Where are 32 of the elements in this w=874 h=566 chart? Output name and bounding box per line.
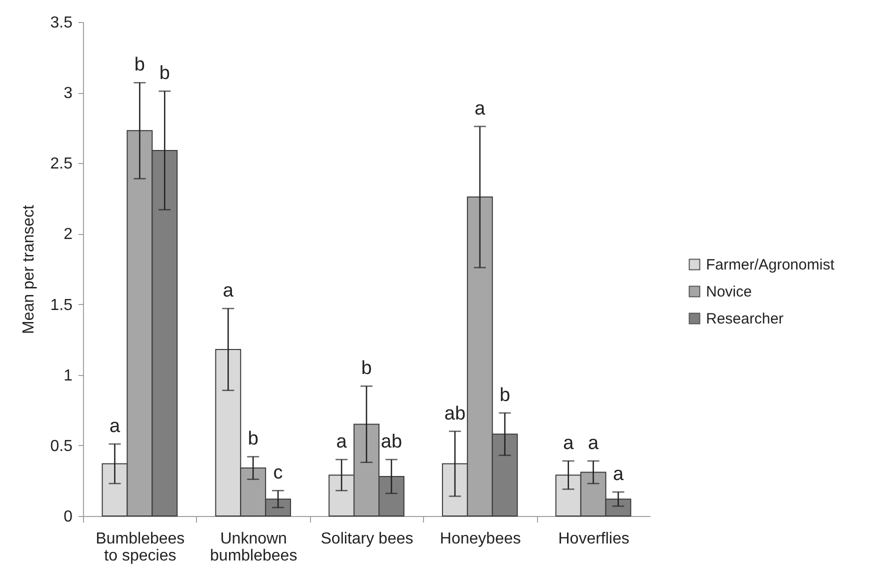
- x-tick-label: Honeybees: [440, 530, 521, 548]
- annotation: a: [474, 98, 486, 120]
- x-tick-label: Unknown bumblebees: [210, 530, 298, 564]
- legend-label: Researcher: [706, 310, 784, 328]
- annotation: b: [134, 54, 145, 76]
- legend-label: Farmer/Agronomist: [706, 256, 836, 274]
- annotation: a: [588, 432, 600, 454]
- x-tick-label: Hoverflies: [558, 530, 630, 548]
- annotation: a: [563, 432, 574, 454]
- y-tick-label: 3: [64, 85, 73, 102]
- annotation: ab: [444, 403, 466, 424]
- annotation: b: [500, 384, 510, 406]
- annotation: ab: [380, 432, 402, 453]
- annotation: b: [159, 63, 170, 84]
- annotation: b: [361, 358, 372, 380]
- annotation: b: [248, 428, 258, 450]
- y-tick-label: 1.5: [50, 296, 73, 314]
- annotation: a: [612, 464, 624, 486]
- y-tick-label: 1: [64, 367, 73, 384]
- annotation: a: [109, 416, 120, 438]
- x-tick-label: Solitary bees: [320, 530, 414, 548]
- legend-label: Novice: [706, 284, 752, 300]
- annotation: a: [222, 280, 234, 302]
- y-tick-label: 2.5: [50, 156, 73, 173]
- y-tick-label: 3.5: [50, 14, 73, 32]
- y-tick-label: 0.5: [50, 438, 73, 455]
- annotation: a: [336, 432, 348, 453]
- y-tick-label: 0: [64, 508, 73, 526]
- y-tick-label: 2: [64, 226, 73, 244]
- y-axis-title: Mean per transect: [20, 204, 38, 334]
- annotation: c: [273, 462, 283, 484]
- x-tick-label: Bumblebees to species: [96, 530, 185, 564]
